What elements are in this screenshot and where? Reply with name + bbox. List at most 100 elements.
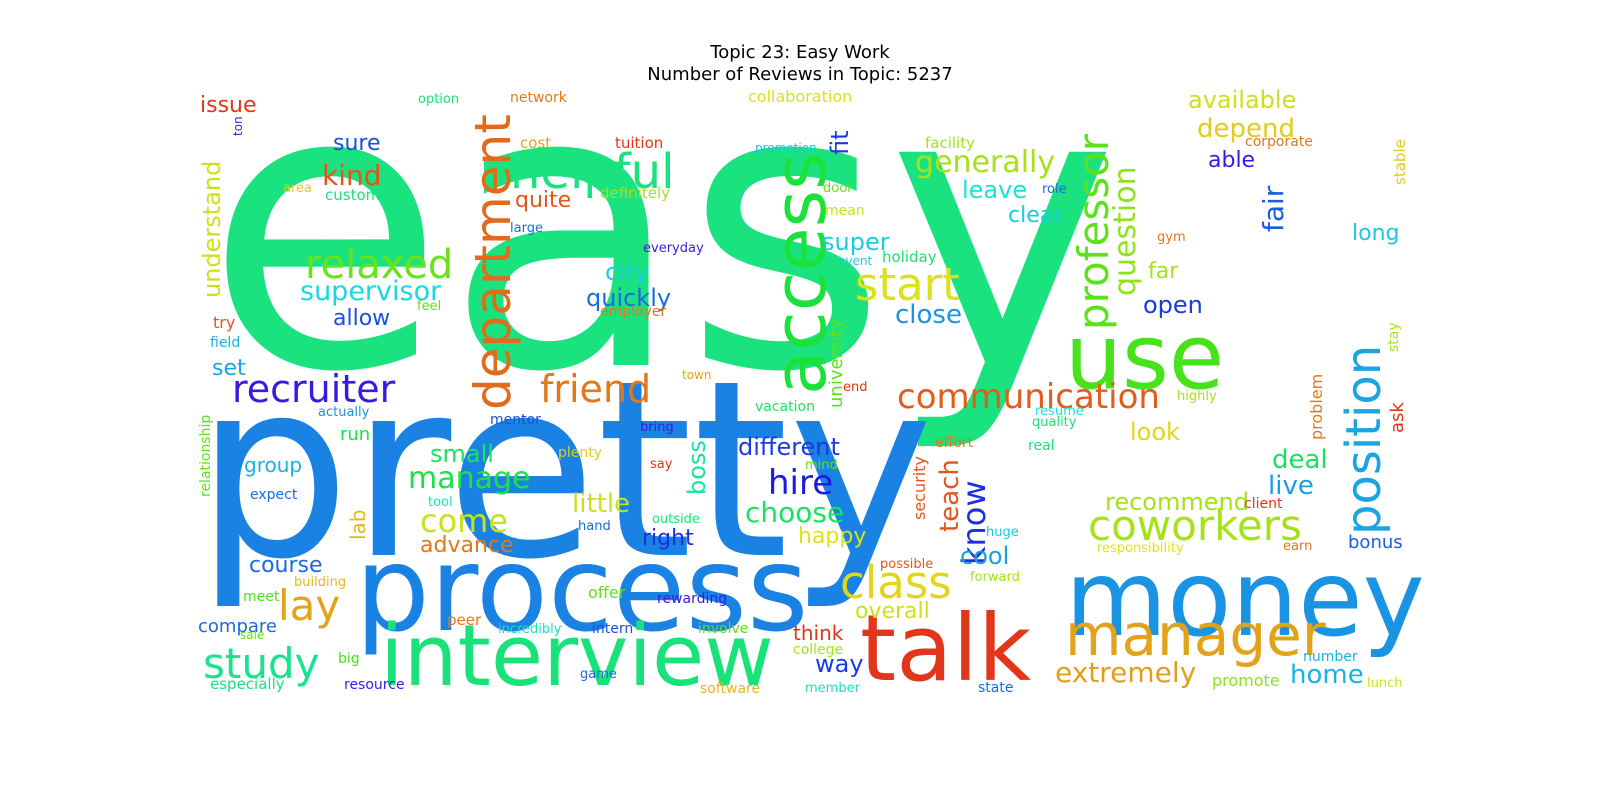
- word-peer: peer: [447, 611, 482, 629]
- word-generally: generally: [915, 145, 1055, 180]
- word-hand: hand: [578, 519, 611, 534]
- word-resource: resource: [344, 677, 405, 693]
- word-come: come: [420, 502, 508, 540]
- word-intern: intern: [592, 621, 633, 637]
- word-quickly: quickly: [586, 284, 671, 312]
- figure-subtitle: Number of Reviews in Topic: 5237: [647, 64, 953, 85]
- word-state: state: [978, 680, 1013, 696]
- word-highly: highly: [1177, 389, 1217, 404]
- word-ask: ask: [1387, 402, 1408, 433]
- word-fit: fit: [826, 130, 854, 155]
- word-effort: effort: [935, 435, 974, 451]
- word-different: different: [738, 433, 840, 461]
- word-involve: involve: [698, 621, 748, 637]
- word-open: open: [1143, 291, 1203, 319]
- word-boss: boss: [683, 440, 711, 495]
- word-number: number: [1303, 649, 1358, 665]
- word-look: look: [1130, 418, 1180, 446]
- word-department: department: [464, 114, 522, 410]
- word-network: network: [510, 90, 568, 106]
- word-advance: advance: [420, 533, 514, 558]
- word-little: little: [572, 489, 630, 519]
- word-cost: cost: [520, 134, 551, 152]
- word-expect: expect: [250, 487, 298, 503]
- word-coworkers: coworkers: [1088, 501, 1302, 550]
- word-study: study: [203, 639, 319, 688]
- word-resume: resume: [1035, 404, 1084, 419]
- word-forward: forward: [970, 570, 1020, 585]
- word-far: far: [1148, 259, 1179, 284]
- word-everyday: everyday: [643, 241, 704, 256]
- word-problem: problem: [1307, 374, 1326, 440]
- word-sure: sure: [333, 131, 381, 156]
- word-mind: mind: [805, 458, 838, 473]
- word-small: small: [430, 440, 494, 468]
- word-manager: manager: [1065, 601, 1326, 669]
- word-quite: quite: [515, 188, 571, 213]
- word-facility: facility: [925, 134, 975, 152]
- word-professor: professor: [1069, 133, 1118, 330]
- word-supervisor: supervisor: [300, 276, 442, 307]
- word-close: close: [895, 300, 962, 330]
- word-set: set: [212, 356, 246, 381]
- word-tool: tool: [428, 495, 453, 510]
- word-corporate: corporate: [1245, 134, 1313, 150]
- word-option: option: [418, 92, 459, 107]
- word-feel: feel: [417, 299, 441, 314]
- word-way: way: [815, 650, 864, 678]
- word-earn: earn: [1283, 539, 1312, 554]
- word-tuition: tuition: [615, 134, 663, 152]
- word-depend: depend: [1197, 114, 1295, 144]
- word-bonus: bonus: [1348, 532, 1403, 553]
- word-right: right: [642, 526, 694, 551]
- word-town: town: [682, 368, 711, 382]
- word-member: member: [805, 681, 861, 696]
- word-real: real: [1028, 438, 1055, 454]
- word-area: area: [283, 181, 312, 196]
- word-incredibly: incredibly: [498, 622, 562, 637]
- word-able: able: [1208, 148, 1255, 173]
- word-security: security: [910, 456, 929, 520]
- word-gym: gym: [1157, 230, 1186, 245]
- word-kind: kind: [322, 159, 382, 192]
- word-large: large: [510, 221, 543, 236]
- word-lunch: lunch: [1367, 676, 1402, 691]
- word-think: think: [793, 621, 844, 645]
- word-customer: customer: [325, 186, 396, 204]
- word-lay: lay: [278, 581, 340, 630]
- word-especially: especially: [210, 675, 285, 693]
- word-holiday: holiday: [882, 248, 937, 266]
- word-rewarding: rewarding: [657, 591, 727, 607]
- word-say: say: [650, 457, 673, 472]
- word-vacation: vacation: [755, 399, 815, 415]
- word-city: city: [605, 258, 648, 286]
- word-understand: understand: [198, 161, 226, 298]
- word-long: long: [1352, 221, 1399, 246]
- word-leave: leave: [962, 176, 1027, 204]
- word-relationship: relationship: [198, 415, 214, 497]
- word-sale: sale: [240, 628, 264, 642]
- word-meet: meet: [243, 589, 280, 605]
- word-clear: clear: [1008, 203, 1063, 228]
- word-fair: fair: [1257, 185, 1290, 232]
- word-process: process: [355, 520, 808, 658]
- word-position: position: [1336, 345, 1392, 535]
- word-university: university: [826, 319, 847, 408]
- word-allow: allow: [333, 306, 390, 331]
- word-collaboration: collaboration: [748, 87, 852, 106]
- word-end: end: [843, 380, 868, 395]
- word-know: know: [955, 480, 993, 565]
- word-event: event: [838, 254, 872, 268]
- word-mean: mean: [825, 203, 865, 219]
- word-outside: outside: [652, 512, 700, 527]
- word-actually: actually: [318, 405, 370, 420]
- word-lab: lab: [346, 509, 370, 540]
- word-communication: communication: [897, 377, 1160, 417]
- word-recommend: recommend: [1105, 488, 1249, 516]
- word-happy: happy: [798, 524, 866, 549]
- word-definitely: definitely: [600, 184, 670, 202]
- word-big: big: [338, 651, 360, 667]
- word-hire: hire: [768, 463, 833, 503]
- word-use: use: [1065, 305, 1224, 410]
